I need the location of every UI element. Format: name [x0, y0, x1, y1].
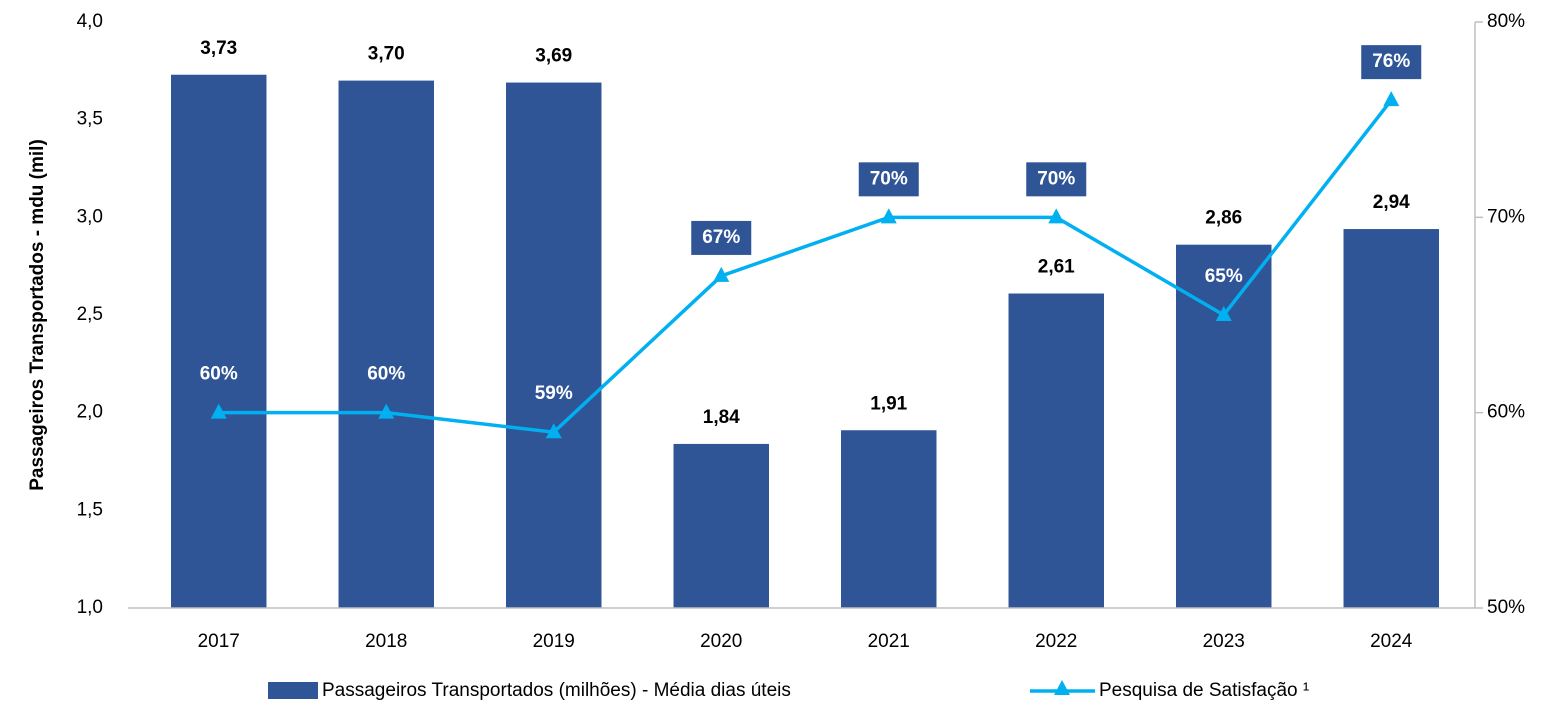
line-label-box — [691, 220, 752, 255]
bar-value-label: 1,91 — [870, 393, 907, 414]
y-tick-label: 1,5 — [77, 499, 103, 520]
bar — [673, 443, 769, 608]
bar — [841, 430, 937, 608]
y-tick-label: 2,5 — [77, 304, 103, 325]
bar — [1343, 229, 1439, 608]
x-tick-label: 2019 — [533, 631, 575, 652]
line-marker — [1383, 91, 1400, 107]
line-marker — [1215, 306, 1232, 321]
bar — [1176, 244, 1272, 608]
line-marker — [210, 403, 227, 419]
line-value-label: 70% — [1037, 168, 1075, 189]
line-value-label: 67% — [702, 227, 740, 248]
bar — [338, 80, 434, 609]
line-marker — [378, 403, 395, 419]
x-tick-label: 2023 — [1203, 631, 1245, 652]
line-value-label: 76% — [1372, 51, 1410, 72]
line — [218, 99, 1393, 435]
bar-value-label: 2,86 — [1205, 208, 1242, 229]
x-tick-label: 2021 — [868, 631, 910, 652]
y-tick-label: 1,0 — [77, 597, 103, 618]
x-tick-label: 2018 — [365, 631, 407, 652]
bar-value-label: 1,84 — [703, 407, 740, 428]
x-tick-label: 2020 — [700, 631, 742, 652]
line-value-label: 70% — [870, 168, 908, 189]
y2-tick-label: 50% — [1487, 597, 1525, 618]
line-marker — [713, 266, 730, 282]
bar-value-label: 2,94 — [1373, 192, 1410, 213]
line-value-label: 60% — [367, 364, 405, 385]
bar-value-label: 3,73 — [200, 38, 237, 59]
line-label-box — [1361, 45, 1422, 80]
bar — [171, 74, 267, 609]
legend-marker — [1054, 680, 1070, 695]
y-tick-label: 3,5 — [77, 109, 103, 130]
x-tick-label: 2024 — [1370, 631, 1413, 652]
x-tick-label: 2022 — [1035, 631, 1077, 652]
y-tick-label: 2,0 — [77, 402, 103, 423]
line-marker — [545, 423, 562, 439]
line-marker — [880, 208, 897, 224]
y-tick-label: 4,0 — [77, 11, 103, 32]
line-marker — [1048, 208, 1065, 224]
y2-tick-label: 60% — [1487, 402, 1525, 423]
line-label-box — [858, 162, 919, 197]
line-value-label: 65% — [1205, 266, 1243, 287]
bar-value-label: 2,61 — [1038, 257, 1075, 278]
line-value-label: 60% — [200, 364, 238, 385]
y-tick-label: 3,0 — [77, 206, 103, 227]
y-axis-title: Passageiros Transportados - mdu (mil) — [27, 139, 48, 491]
bar-value-label: 3,70 — [368, 44, 405, 65]
line-value-label: 59% — [535, 383, 573, 404]
y2-tick-label: 70% — [1487, 206, 1525, 227]
bar — [506, 82, 602, 608]
line-label-box — [1026, 162, 1087, 197]
legend-label: Pesquisa de Satisfação ¹ — [1099, 680, 1309, 701]
legend-label: Passageiros Transportados (milhões) - Mé… — [322, 680, 791, 701]
bar — [1008, 293, 1104, 608]
y2-tick-label: 80% — [1487, 11, 1525, 32]
x-tick-label: 2017 — [198, 631, 240, 652]
legend-swatch — [268, 682, 318, 699]
bar-value-label: 3,69 — [535, 46, 572, 67]
